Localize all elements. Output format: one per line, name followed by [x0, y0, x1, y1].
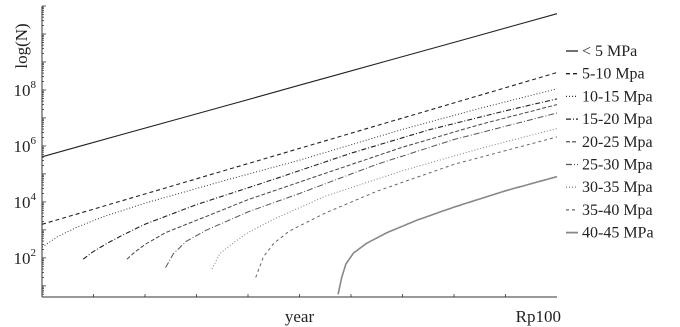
series-group — [41, 13, 558, 295]
x-ticks: year Rp100 — [93, 294, 561, 326]
y-tick-exponent: 2 — [31, 247, 37, 259]
y-axis-label: log(N) — [12, 23, 31, 68]
y-tick-exponent: 4 — [31, 191, 37, 203]
legend-label: 35-40 Mpa — [582, 202, 653, 219]
legend-label: 25-30 Mpa — [582, 157, 653, 174]
series-line-8 — [255, 136, 558, 278]
y-tick-exponent: 6 — [31, 135, 37, 147]
series-line-3 — [41, 88, 558, 248]
y-tick-base: 10 — [14, 193, 31, 212]
series-line-2 — [41, 71, 558, 225]
series-line-1 — [41, 13, 558, 158]
legend-label: 10-15 Mpa — [582, 88, 653, 105]
legend-label: < 5 MPa — [582, 43, 637, 60]
y-tick-base: 10 — [14, 137, 31, 156]
y-tick-base: 10 — [14, 249, 31, 268]
legend-label: 15-20 Mpa — [582, 111, 653, 128]
series-line-9 — [337, 175, 558, 295]
legend-label: 20-25 Mpa — [582, 134, 653, 151]
plot-frame — [41, 6, 557, 298]
y-tick-exponent: 8 — [31, 79, 37, 91]
legend-label: 5-10 Mpa — [582, 66, 645, 83]
legend-label: 30-35 Mpa — [582, 179, 653, 196]
legend: < 5 MPa 5-10 Mpa 10-15 Mpa 15-20 Mpa 20-25 M… — [566, 43, 654, 242]
legend-label: 40-45 MPa — [582, 225, 654, 242]
y-tick-label: 102 — [14, 247, 37, 268]
y-tick-base: 10 — [14, 81, 31, 100]
series-line-4 — [82, 98, 558, 260]
x-tick-label: Rp100 — [516, 307, 561, 326]
series-line-5 — [126, 104, 558, 260]
y-tick-label: 108 — [14, 79, 37, 100]
series-line-6 — [165, 112, 558, 268]
series-line-7 — [211, 127, 558, 270]
x-tick-label: year — [285, 307, 315, 326]
y-tick-label: 106 — [14, 135, 37, 156]
y-tick-label: 104 — [14, 191, 37, 212]
